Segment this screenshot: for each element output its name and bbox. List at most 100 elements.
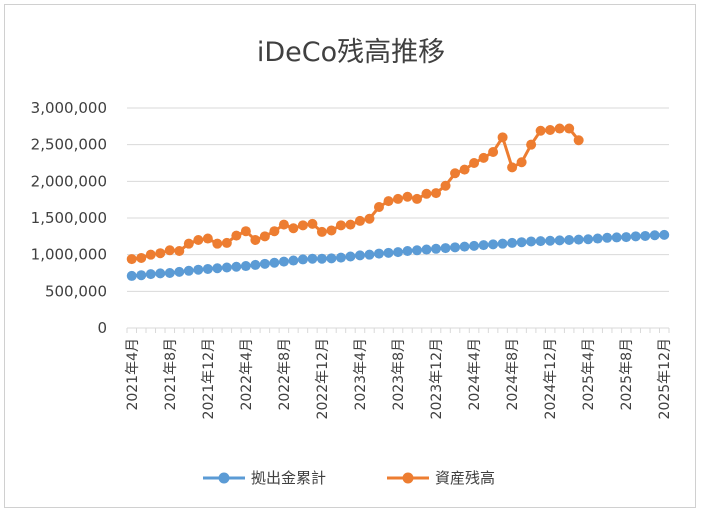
data-point: [478, 240, 489, 251]
data-point: [193, 264, 204, 275]
data-point: [345, 251, 356, 262]
series-assets: [126, 123, 584, 265]
chart-title: iDeCo残高推移: [256, 37, 446, 68]
data-point: [145, 269, 156, 280]
data-point: [554, 235, 565, 246]
data-point: [421, 188, 432, 199]
x-tick-label: 2021年8月: [163, 338, 179, 411]
data-point: [393, 247, 403, 258]
x-tick-label: 2024年12月: [543, 338, 559, 419]
data-point: [507, 237, 518, 248]
legend-marker: [402, 472, 414, 484]
data-point: [440, 180, 451, 191]
legend-marker: [218, 472, 230, 484]
data-point: [259, 258, 270, 269]
data-point: [402, 246, 413, 256]
data-point: [393, 193, 403, 204]
data-point: [535, 125, 546, 136]
data-point: [250, 259, 261, 270]
x-tick-label: 2022年12月: [315, 338, 331, 419]
data-point: [592, 233, 603, 244]
data-point: [202, 233, 213, 244]
x-tick-label: 2025年4月: [581, 338, 597, 411]
data-point: [335, 252, 346, 263]
x-tick-label: 2021年12月: [201, 338, 217, 419]
data-point: [326, 225, 337, 236]
series-contributions: [126, 229, 670, 281]
data-point: [516, 237, 527, 248]
data-point: [202, 263, 213, 274]
data-point: [621, 232, 632, 243]
y-tick-label: 1,000,000: [31, 246, 107, 264]
data-point: [269, 226, 280, 237]
data-point: [383, 247, 394, 258]
data-point: [402, 191, 413, 202]
x-axis: [126, 327, 670, 333]
data-point: [564, 123, 575, 134]
data-point: [478, 152, 489, 163]
data-point: [259, 231, 270, 242]
y-axis-ticks: 0 500,000 1,000,000 1,500,000 2,000,000 2,500…: [31, 99, 107, 337]
data-point: [335, 220, 346, 231]
data-point: [516, 157, 527, 168]
data-point: [174, 266, 185, 277]
data-point: [431, 243, 442, 254]
data-point: [288, 223, 299, 234]
x-tick-label: 2023年8月: [391, 338, 407, 411]
data-point: [469, 158, 480, 168]
legend-item: 拠出金累計: [203, 469, 326, 487]
data-point: [231, 230, 242, 241]
data-point: [307, 253, 318, 264]
data-point: [326, 253, 337, 264]
data-point: [450, 242, 461, 253]
data-point: [373, 202, 384, 212]
data-point: [573, 135, 584, 146]
data-point: [221, 262, 232, 273]
x-tick-label: 2023年12月: [429, 338, 445, 419]
data-point: [630, 231, 641, 242]
data-point: [174, 246, 185, 256]
data-point: [297, 220, 308, 231]
data-point: [278, 256, 289, 267]
data-point: [412, 245, 423, 256]
data-point: [183, 238, 194, 249]
data-point: [545, 125, 556, 135]
data-point: [240, 226, 251, 237]
data-point: [278, 219, 289, 230]
legend: 拠出金累計 資産残高: [203, 469, 495, 487]
legend-label: 拠出金累計: [251, 469, 326, 487]
x-tick-label: 2022年4月: [239, 338, 255, 411]
data-point: [316, 253, 327, 264]
data-point: [316, 226, 327, 237]
data-point: [373, 248, 384, 259]
data-point: [221, 237, 232, 248]
data-point: [383, 196, 394, 207]
data-point: [649, 230, 660, 241]
data-point: [136, 270, 147, 281]
x-tick-label: 2025年8月: [619, 338, 635, 411]
data-point: [488, 239, 499, 250]
x-tick-label: 2024年4月: [467, 338, 483, 411]
data-point: [421, 244, 432, 255]
data-point: [297, 254, 308, 265]
data-point: [288, 255, 299, 266]
data-point: [231, 261, 242, 272]
data-point: [611, 232, 622, 243]
y-tick-label: 2,000,000: [31, 172, 107, 190]
data-point: [193, 235, 204, 245]
y-tick-label: 3,000,000: [31, 99, 107, 117]
data-point: [345, 219, 356, 230]
data-point: [459, 164, 470, 175]
y-tick-label: 500,000: [45, 282, 107, 300]
data-point: [250, 235, 261, 245]
data-point: [640, 230, 651, 241]
data-point: [212, 263, 223, 274]
data-point: [126, 270, 137, 281]
data-point: [136, 252, 147, 263]
data-point: [497, 238, 508, 249]
x-tick-label: 2021年4月: [125, 338, 141, 411]
data-point: [364, 249, 375, 260]
data-point: [602, 232, 613, 243]
data-point: [269, 257, 280, 268]
